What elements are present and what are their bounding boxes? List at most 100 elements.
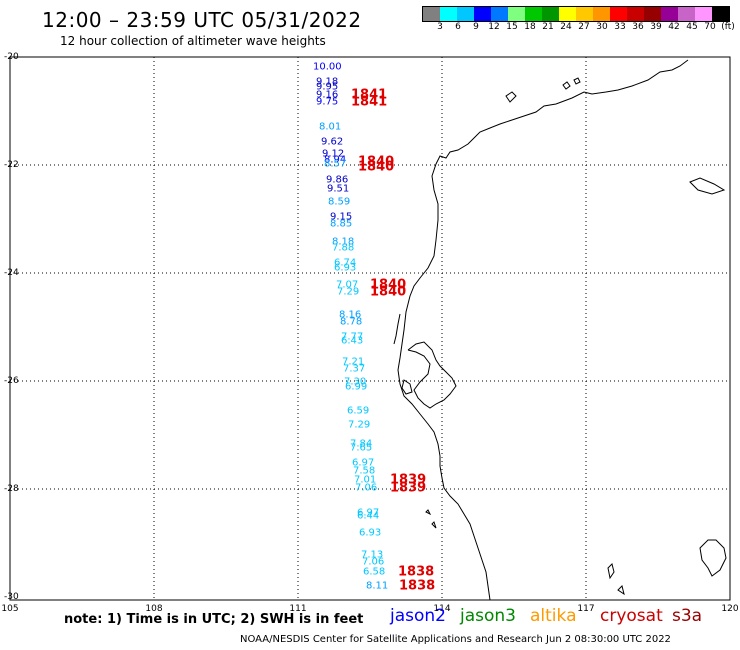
legend-label: 39 (650, 22, 662, 32)
legend-swatch (644, 7, 661, 21)
legend-swatch (457, 7, 474, 21)
wave-height-value: 9.75 (316, 96, 339, 108)
wave-height-value: 7.21 (342, 356, 365, 368)
wave-height-value: 7.77 (341, 331, 364, 343)
footer-note: note: 1) Time is in UTC; 2) SWH is in fe… (64, 612, 364, 627)
legend-swatch (610, 7, 627, 21)
legend-label: 42 (668, 22, 680, 32)
longitude-label: 111 (289, 604, 307, 614)
legend-label: 3 (437, 22, 443, 32)
legend-swatch (712, 7, 729, 21)
legend-label: 24 (560, 22, 572, 32)
satellite-name: altika (530, 606, 577, 626)
wave-height-value: 8.11 (366, 580, 389, 592)
wave-height-value: 7.37 (343, 363, 366, 375)
pass-time: 1840 (358, 159, 395, 175)
map-subtitle: 12 hour collection of altimeter wave hei… (60, 34, 326, 48)
latitude-label: -20 (4, 52, 19, 62)
legend-swatch (525, 7, 542, 21)
legend-label: 30 (596, 22, 608, 32)
wave-height-value: 8.57 (324, 158, 347, 170)
wave-height-value: 6.93 (334, 262, 357, 274)
pass-time: 1841 (351, 94, 388, 110)
wave-height-value: 9.95 (316, 81, 339, 93)
legend-label: 15 (506, 22, 518, 32)
wave-height-value: 6.93 (359, 527, 382, 539)
satellite-name: cryosat (600, 606, 663, 626)
wave-height-value: 7.29 (337, 286, 360, 298)
legend-label: 45 (686, 22, 698, 32)
wave-height-value: 7.29 (348, 419, 371, 431)
longitude-label: 114 (433, 604, 451, 614)
legend-label: 6 (455, 22, 461, 32)
wave-height-value: 9.62 (321, 136, 344, 148)
pass-time: 1838 (398, 564, 435, 580)
wave-height-value: 9.15 (330, 211, 353, 223)
wave-height-value: 7.88 (332, 242, 355, 254)
legend-swatch (559, 7, 576, 21)
wave-height-value: 7.01 (354, 474, 377, 486)
wave-height-value: 8.85 (330, 218, 353, 230)
latitude-label: -28 (4, 484, 19, 494)
pass-time: 1838 (399, 578, 436, 594)
legend-swatch (542, 7, 559, 21)
wave-height-value: 7.65 (350, 442, 373, 454)
wave-height-value: 6.99 (345, 381, 368, 393)
legend-swatch (508, 7, 525, 21)
wave-height-value: 9.18 (316, 76, 339, 88)
wave-height-value: 6.74 (334, 257, 357, 269)
pass-time: 1840 (370, 284, 407, 300)
legend-swatch (491, 7, 508, 21)
map-title: 12:00 – 23:59 UTC 05/31/2022 (42, 8, 362, 32)
pass-time: 1839 (390, 472, 427, 488)
longitude-label: 120 (721, 604, 739, 614)
pass-time: 1841 (351, 87, 388, 103)
legend-label: 70 (704, 22, 716, 32)
map-frame (9, 56, 731, 601)
pass-time: 1839 (390, 480, 427, 496)
legend-swatch (440, 7, 457, 21)
wave-height-value: 8.18 (332, 236, 355, 248)
wave-height-value: 6.44 (357, 510, 380, 522)
wave-height-value: 7.30 (344, 376, 367, 388)
wave-height-value: 8.16 (339, 309, 362, 321)
wave-height-value: 6.97 (357, 507, 380, 519)
legend-swatch (593, 7, 610, 21)
legend-label: 9 (473, 22, 479, 32)
wave-height-value: 7.13 (361, 549, 384, 561)
legend-label: 18 (524, 22, 536, 32)
wave-height-value: 6.58 (363, 566, 386, 578)
pass-time: 1840 (370, 277, 407, 293)
latitude-label: -22 (4, 160, 19, 170)
legend-swatch (423, 7, 440, 21)
legend-swatch (695, 7, 712, 21)
latitude-label: -24 (4, 268, 19, 278)
legend-label: 12 (488, 22, 500, 32)
longitude-label: 108 (145, 604, 163, 614)
wave-height-value: 6.97 (352, 457, 375, 469)
wave-height-value: 9.12 (322, 148, 345, 160)
wave-height-value: 7.06 (362, 556, 385, 568)
wave-height-value: 8.94 (324, 154, 347, 166)
coastline (393, 59, 727, 601)
wave-height-value: 9.16 (316, 89, 339, 101)
legend-label: 21 (542, 22, 554, 32)
legend-swatch (678, 7, 695, 21)
latitude-label: -30 (4, 592, 19, 602)
satellite-name: jason2 (390, 606, 446, 626)
grid-lines (10, 57, 730, 600)
wave-height-value: 10.00 (313, 61, 342, 73)
legend-unit: (ft) (721, 22, 735, 32)
wave-height-value: 8.78 (340, 316, 363, 328)
pass-time: 1840 (358, 154, 395, 170)
wave-height-value: 9.86 (326, 174, 349, 186)
wave-height-value: 6.43 (341, 335, 364, 347)
legend-swatch (576, 7, 593, 21)
satellite-name: s3a (672, 606, 703, 626)
satellite-name: jason3 (460, 606, 516, 626)
latitude-label: -26 (4, 376, 19, 386)
color-legend (422, 6, 730, 22)
wave-height-value: 7.06 (355, 482, 378, 494)
legend-label: 33 (614, 22, 626, 32)
longitude-label: 105 (1, 604, 19, 614)
